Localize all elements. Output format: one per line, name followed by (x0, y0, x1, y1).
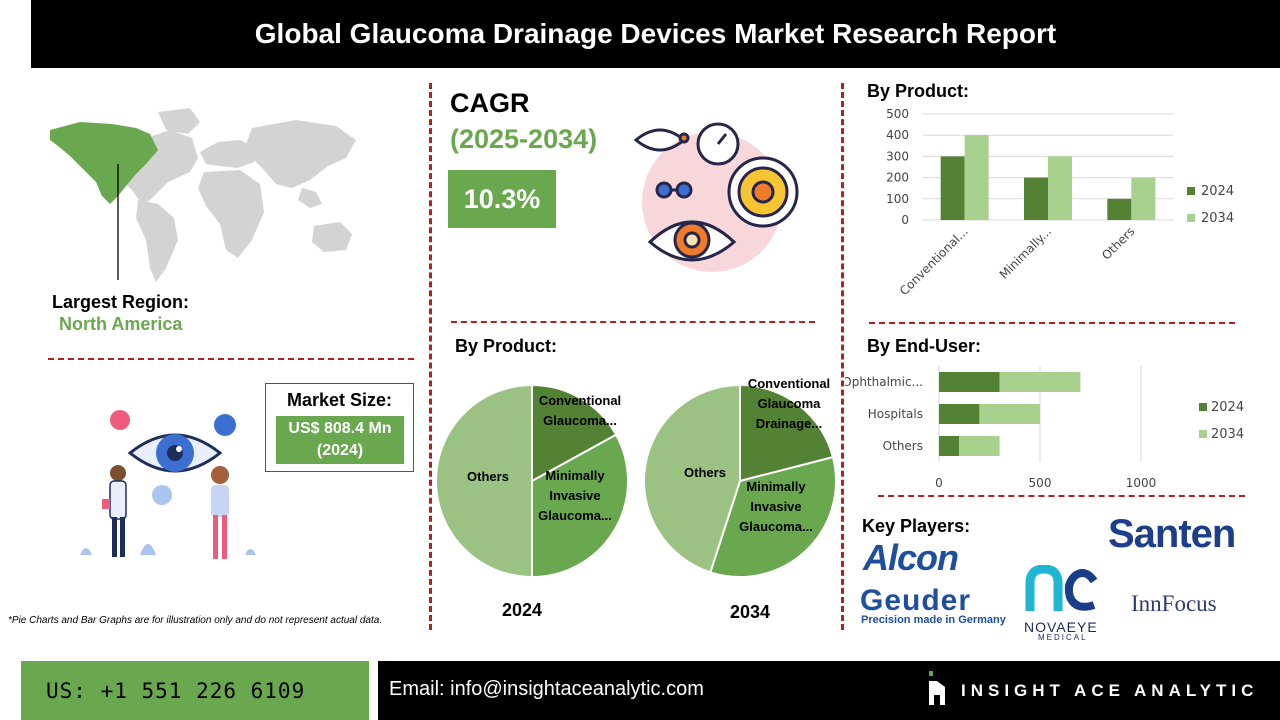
north-america-shape (50, 122, 158, 204)
x-tick-label: 500 (1029, 476, 1052, 490)
footer-bar: Email: info@insightaceanalytic.com INSIG… (378, 661, 1280, 720)
y-tick-label: 100 (886, 192, 909, 206)
largest-region-value: North America (59, 314, 183, 334)
page-title: Global Glaucoma Drainage Devices Market … (31, 0, 1280, 68)
brand-icon (929, 671, 945, 705)
legend-swatch (1187, 214, 1195, 222)
footnote: *Pie Charts and Bar Graphs are for illus… (8, 615, 383, 626)
legend-label: 2024 (1201, 184, 1234, 199)
y-tick-label: Hospitals (868, 407, 923, 421)
geuder-tagline: Precision made in Germany (861, 614, 1006, 626)
eye-doctor-illustration (80, 410, 256, 559)
legend-swatch (1199, 403, 1207, 411)
eye-devices-illustration (633, 122, 799, 272)
bar-2024-0 (940, 156, 965, 220)
x-tick-label: Others (1099, 224, 1137, 262)
phone-number[interactable]: US: +1 551 226 6109 (21, 661, 369, 720)
brand-name: INSIGHT ACE ANALYTIC (961, 681, 1259, 700)
y-tick-label: Ophthalmic... (845, 375, 923, 389)
x-tick-label: Conventional... (897, 224, 971, 298)
pie-2034 (643, 383, 837, 578)
market-size-year: (2024) (316, 442, 364, 459)
pie-slice-2 (435, 383, 533, 579)
product-bar-chart: 0 100 200 300 400 500 Conventional... Minimally… (886, 107, 1234, 298)
world-map (50, 108, 356, 282)
pie-label: Conventional Glaucoma... (539, 393, 621, 428)
pie-slice-2 (643, 383, 741, 574)
bar-2034-1 (979, 404, 1040, 424)
market-size-label: Market Size: (286, 390, 393, 410)
pie-slice-1 (531, 433, 629, 579)
pie-2034-year: 2034 (730, 602, 771, 622)
legend-swatch (1187, 187, 1195, 195)
key-players-title: Key Players: (862, 516, 971, 536)
x-tick-label: Minimally... (997, 224, 1054, 281)
bar-2024-2 (1107, 198, 1132, 220)
cagr-label: CAGR (450, 88, 530, 118)
santen-logo: Santen (1108, 512, 1236, 556)
by-end-user-title: By End-User: (867, 336, 982, 356)
x-tick-label: 0 (935, 476, 943, 490)
bar-2024-1 (1024, 177, 1048, 220)
email-link[interactable]: Email: info@insightaceanalytic.com (389, 678, 704, 700)
pie-2024 (435, 383, 629, 579)
bar-2024-0 (939, 372, 1000, 392)
y-tick-label: 500 (886, 107, 909, 121)
novaeye-logo: NOVAEYE (1024, 619, 1098, 635)
pie-label: Conventional Glaucoma Drainage... (748, 376, 830, 431)
divider-end-user (878, 495, 1245, 497)
novaeye-sub: MEDICAL (1038, 633, 1088, 642)
pie-slice-0 (739, 383, 835, 483)
by-product-bar-title: By Product: (867, 81, 970, 101)
alcon-logo: Alcon (863, 537, 959, 578)
legend-label: 2034 (1201, 211, 1234, 226)
bar-2034-2 (959, 436, 1000, 456)
innfocus-logo: InnFocus (1131, 591, 1217, 616)
y-tick-label: 0 (901, 213, 909, 227)
y-tick-label: 200 (886, 171, 909, 185)
legend-label: 2034 (1211, 427, 1244, 442)
pie-charts: Conventional Glaucoma... Minimally Invasive… (435, 376, 837, 579)
asia-shape (246, 120, 356, 188)
pie-slice-1 (709, 455, 837, 578)
by-product-pie-title: By Product: (455, 336, 558, 356)
divider-cagr (451, 321, 815, 323)
cagr-value: 10.3% (448, 170, 556, 228)
africa-shape (198, 170, 264, 258)
pie-label: Minimally Invasive Glaucoma... (739, 479, 813, 534)
europe-shape (200, 140, 256, 168)
novaeye-icon (1025, 565, 1098, 611)
largest-region-label: Largest Region: (52, 292, 190, 312)
legend-label: 2024 (1211, 400, 1244, 415)
market-size-amount: US$ 808.4 Mn (288, 420, 392, 437)
bar-2034-2 (1131, 177, 1156, 220)
australia-shape (312, 222, 352, 252)
pie-2024-year: 2024 (502, 600, 543, 620)
bar-2034-1 (1048, 156, 1072, 220)
pie-slice-0 (531, 383, 618, 483)
end-user-bar-chart: 0 500 1000 Ophthalmic... Hospitals Others 202… (845, 366, 1244, 490)
divider-right (841, 83, 844, 630)
pie-label: Others (684, 465, 726, 480)
divider-product-bar (869, 322, 1235, 324)
south-america-shape (136, 200, 178, 282)
bar-2034-0 (964, 135, 989, 220)
y-tick-label: Others (883, 439, 923, 453)
pie-label: Minimally Invasive Glaucoma... (538, 468, 612, 523)
x-tick-label: 1000 (1126, 476, 1157, 490)
bar-2024-2 (939, 436, 960, 456)
geuder-logo: Geuder (860, 584, 972, 617)
pie-label: Others (467, 469, 509, 484)
y-tick-label: 300 (886, 149, 909, 163)
divider-left (429, 83, 432, 630)
bar-2024-1 (939, 404, 980, 424)
legend-swatch (1199, 430, 1207, 438)
bar-2034-0 (999, 372, 1081, 392)
market-size-value: US$ 808.4 Mn (2024) (276, 416, 404, 464)
divider-region (48, 358, 414, 360)
cagr-period: (2025-2034) (450, 124, 598, 154)
y-tick-label: 400 (886, 128, 909, 142)
market-size-card: Market Size: US$ 808.4 Mn (2024) (265, 383, 414, 472)
